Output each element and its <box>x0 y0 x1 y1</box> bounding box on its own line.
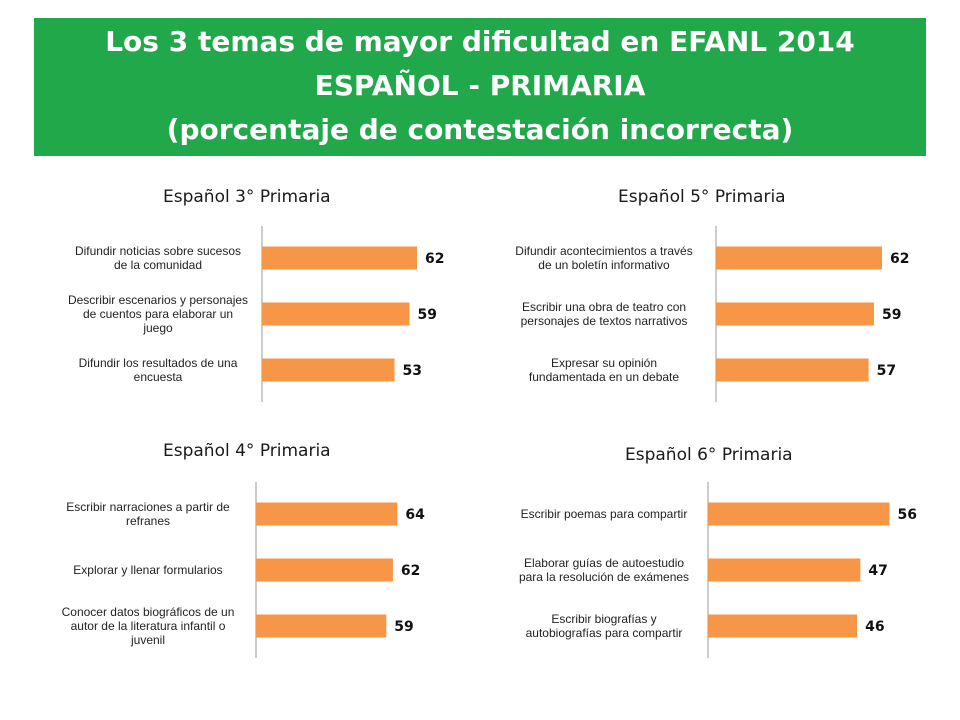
category-label-line: de cuentos para elaborar un <box>83 307 233 321</box>
category-label-line: refranes <box>126 514 170 528</box>
category-label-line: autor de la literatura infantil o <box>71 619 226 633</box>
category-label-line: Conocer datos biográficos de un <box>62 605 235 619</box>
category-label: Escribir narraciones a partir de refranes <box>66 500 230 528</box>
category-label: Describir escenarios y personajes de cuen… <box>68 293 248 335</box>
category-label-line: para la resolución de exámenes <box>519 570 689 584</box>
bar <box>262 358 395 382</box>
category-label-line: Explorar y llenar formularios <box>73 563 222 577</box>
chart-title-6: Español 6° Primaria <box>625 445 793 465</box>
bar <box>256 502 398 526</box>
title-line-3: (porcentaje de contestación incorrecta) <box>166 113 794 146</box>
category-label: Difundir los resultados de una encuesta <box>79 356 238 384</box>
bar <box>716 302 874 326</box>
category-label-line: fundamentada en un debate <box>529 370 679 384</box>
category-label: Elaborar guías de autoestudio para la res… <box>519 556 689 584</box>
category-label: Explorar y llenar formularios <box>73 563 222 577</box>
data-label: 53 <box>403 363 422 379</box>
chart-title-5: Español 5° Primaria <box>618 187 786 207</box>
category-label-line: Difundir los resultados de una <box>79 356 238 370</box>
category-label-line: juego <box>142 321 173 335</box>
category-label: Escribir biografías y autobiografías para… <box>526 612 683 640</box>
bar-chart-4-primaria: 64 Escribir narraciones a partir de refran… <box>62 482 425 658</box>
data-label: 62 <box>401 563 420 579</box>
category-label: Escribir una obra de teatro con personaje… <box>521 300 688 328</box>
category-label-line: Escribir poemas para compartir <box>521 507 688 521</box>
data-label: 46 <box>865 619 884 635</box>
bar <box>262 302 410 326</box>
category-label-line: de la comunidad <box>114 258 202 272</box>
bar-chart-6-primaria: 56 Escribir poemas para compartir 47 Elabor… <box>519 482 917 658</box>
category-label-line: Escribir una obra de teatro con <box>522 300 686 314</box>
bar-chart-3-primaria: 62 Difundir noticias sobre sucesos de la c… <box>68 226 444 402</box>
category-label-line: Elaborar guías de autoestudio <box>524 556 684 570</box>
category-label-line: Difundir acontecimientos a través <box>515 244 692 258</box>
bar <box>256 558 393 582</box>
bar <box>708 502 890 526</box>
data-label: 62 <box>425 251 444 267</box>
bar <box>708 558 861 582</box>
category-label-line: Describir escenarios y personajes <box>68 293 248 307</box>
bar <box>716 246 882 270</box>
data-label: 59 <box>418 307 437 323</box>
chart-title-3: Español 3° Primaria <box>163 187 331 207</box>
category-label: Difundir acontecimientos a través de un b… <box>515 244 692 272</box>
bar <box>262 246 417 270</box>
category-label-line: encuesta <box>134 370 183 384</box>
category-label-line: de un boletín informativo <box>538 258 670 272</box>
category-label-line: Difundir noticias sobre sucesos <box>75 244 241 258</box>
data-label: 47 <box>868 563 887 579</box>
bar <box>716 358 869 382</box>
title-banner: Los 3 temas de mayor dificultad en EFANL… <box>34 18 926 156</box>
data-label: 59 <box>882 307 901 323</box>
chart-title-4: Español 4° Primaria <box>163 441 331 461</box>
title-line-1: Los 3 temas de mayor dificultad en EFANL… <box>105 25 855 58</box>
title-line-2: ESPAÑOL - PRIMARIA <box>314 69 646 102</box>
category-label-line: Escribir narraciones a partir de <box>66 500 230 514</box>
data-label: 57 <box>877 363 896 379</box>
bar <box>256 614 387 638</box>
category-label-line: personajes de textos narrativos <box>521 314 688 328</box>
category-label: Difundir noticias sobre sucesos de la com… <box>75 244 241 272</box>
data-label: 62 <box>890 251 909 267</box>
category-label-line: juvenil <box>130 633 165 647</box>
category-label: Conocer datos biográficos de un autor de … <box>62 605 235 647</box>
data-label: 56 <box>898 507 917 523</box>
category-label: Expresar su opinión fundamentada en un de… <box>529 356 679 384</box>
category-label-line: Escribir biografías y <box>551 612 656 626</box>
data-label: 64 <box>405 507 425 523</box>
bar <box>708 614 858 638</box>
category-label: Escribir poemas para compartir <box>521 507 688 521</box>
category-label-line: autobiografías para compartir <box>526 626 683 640</box>
data-label: 59 <box>394 619 413 635</box>
category-label-line: Expresar su opinión <box>551 356 657 370</box>
bar-chart-5-primaria: 62 Difundir acontecimientos a través de un… <box>515 226 909 402</box>
